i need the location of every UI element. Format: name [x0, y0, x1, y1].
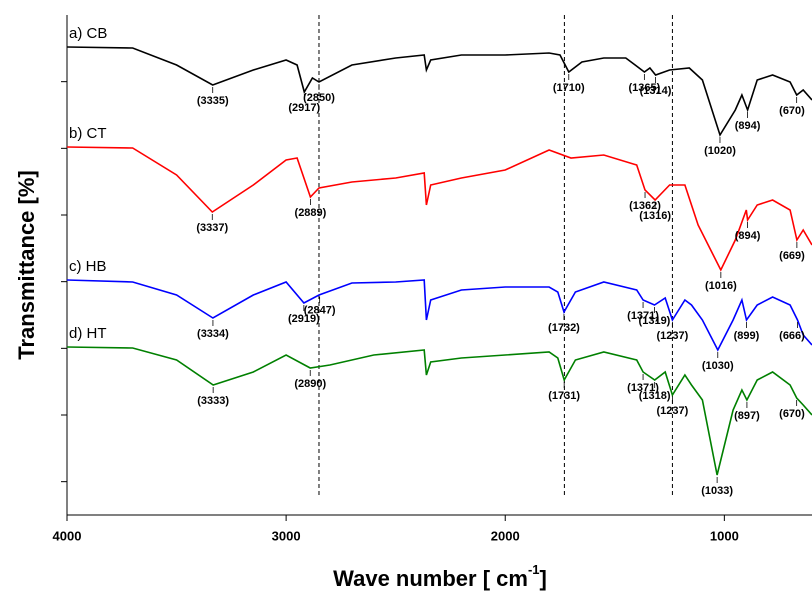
- peak-label: (1732): [548, 322, 580, 334]
- peak-label: (1318): [639, 390, 671, 402]
- spectrum-line: [66, 46, 812, 137]
- peak-label: (669): [779, 250, 805, 262]
- peak-label: (3334): [197, 328, 229, 340]
- peak-label: (2919): [288, 313, 320, 325]
- x-axis-title-sup: -1: [528, 562, 540, 577]
- peak-label: (1316): [639, 210, 671, 222]
- peak-label: (1237): [657, 405, 689, 417]
- x-axis-title-text: Wave number [ cm: [333, 566, 528, 591]
- peak-label: (2890): [294, 378, 326, 390]
- series-label: a) CB: [69, 25, 107, 42]
- spectrum-line: [66, 279, 812, 352]
- peak-label: (1033): [701, 485, 733, 497]
- peak-label: (1731): [548, 390, 580, 402]
- peak-label: (894): [735, 230, 761, 242]
- spectrum-line: [66, 146, 812, 272]
- peak-label: (2917): [288, 102, 320, 114]
- peak-label: (3337): [196, 222, 228, 234]
- peak-label: (1371): [627, 310, 659, 322]
- peak-label: (670): [779, 408, 805, 420]
- peak-label: (1365): [628, 82, 660, 94]
- peak-label: (2889): [295, 207, 327, 219]
- peak-label: (1362): [629, 200, 661, 212]
- series-label: d) HT: [69, 325, 107, 342]
- peak-label: (1030): [702, 360, 734, 372]
- peak-label: (2847): [304, 305, 336, 317]
- peak-label: (1314): [640, 85, 672, 97]
- peak-label: (899): [734, 330, 760, 342]
- x-tick-label: 1000: [710, 528, 739, 543]
- x-axis-title-end: ]: [540, 566, 547, 591]
- x-tick-label: 4000: [53, 528, 82, 543]
- spectrum-line: [66, 346, 812, 476]
- y-axis-title: Transmittance [%]: [14, 170, 39, 360]
- x-tick-label: 3000: [272, 528, 301, 543]
- peak-label: (1371): [627, 382, 659, 394]
- series-label: c) HB: [69, 258, 107, 275]
- peak-label: (1710): [553, 82, 585, 94]
- peak-label: (666): [779, 330, 805, 342]
- x-axis-title: Wave number [ cm-1]: [333, 562, 547, 590]
- peak-label: (2850): [303, 92, 335, 104]
- peak-label: (3335): [197, 95, 229, 107]
- series-label: b) CT: [69, 125, 107, 142]
- peak-label: (1016): [705, 280, 737, 292]
- peak-label: (897): [734, 410, 760, 422]
- peak-label: (894): [735, 120, 761, 132]
- peak-label: (670): [779, 105, 805, 117]
- peak-label: (1020): [704, 145, 736, 157]
- peak-label: (1319): [639, 315, 671, 327]
- peak-label: (1237): [657, 330, 689, 342]
- peak-label: (3333): [197, 395, 229, 407]
- x-tick-label: 2000: [491, 528, 520, 543]
